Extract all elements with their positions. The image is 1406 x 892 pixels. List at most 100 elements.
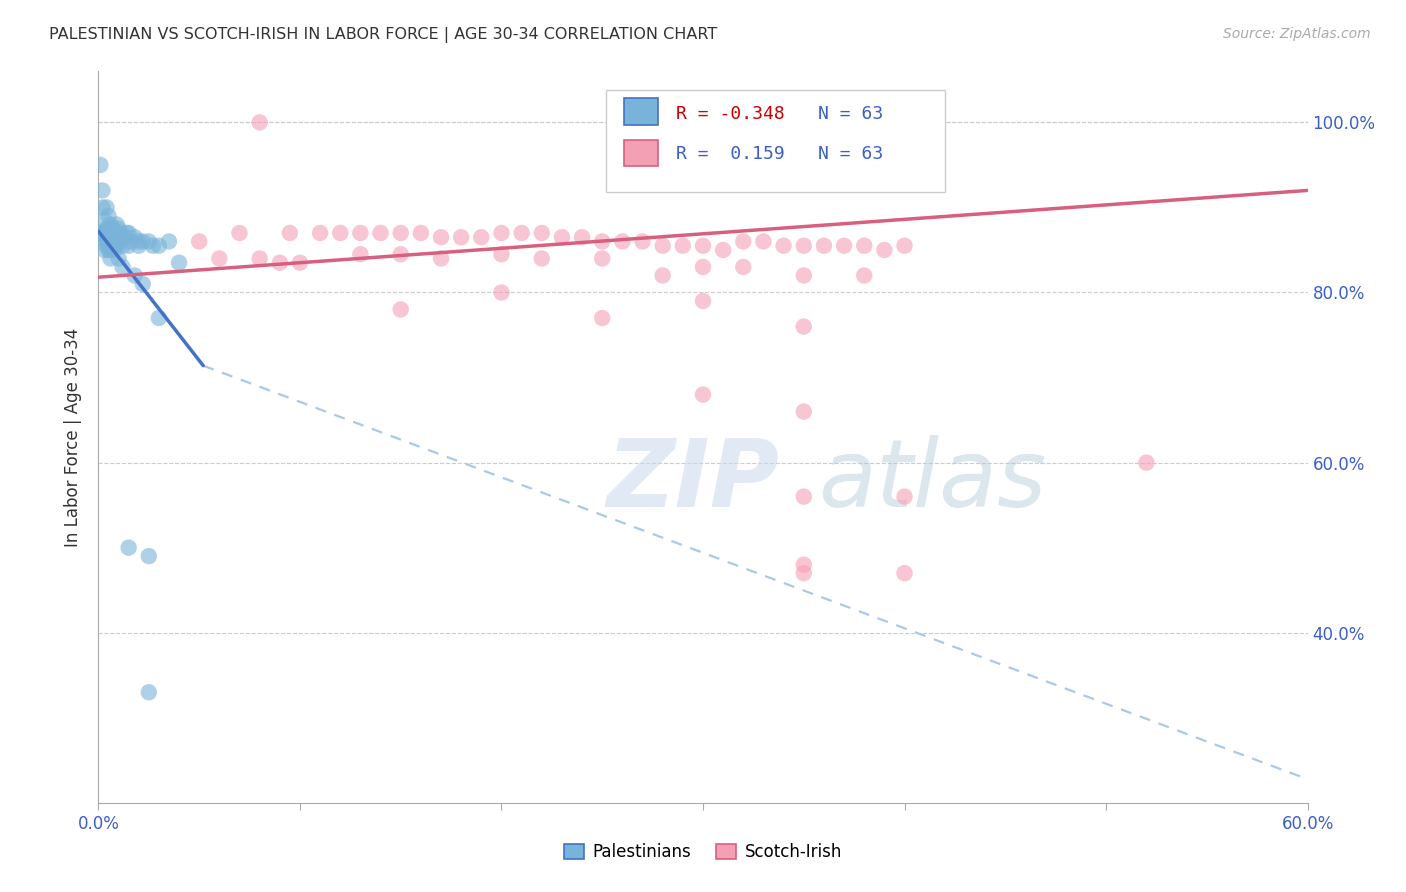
- Point: [128, 235, 150, 249]
- Point: [612, 235, 634, 249]
- Point: [101, 238, 124, 252]
- Point: [103, 235, 125, 249]
- Point: [853, 268, 876, 283]
- Point: [101, 230, 124, 244]
- Point: [93, 226, 115, 240]
- Point: [96, 221, 118, 235]
- Point: [430, 252, 453, 266]
- Point: [132, 277, 155, 291]
- Point: [430, 230, 453, 244]
- Point: [278, 226, 301, 240]
- Text: R =  0.159: R = 0.159: [676, 145, 785, 163]
- Point: [107, 221, 129, 235]
- Point: [793, 238, 815, 252]
- Point: [105, 226, 128, 240]
- Point: [103, 226, 125, 240]
- Point: [87, 226, 110, 240]
- Text: atlas: atlas: [818, 435, 1046, 526]
- Point: [100, 226, 122, 240]
- Point: [105, 238, 128, 252]
- Point: [793, 490, 815, 504]
- Point: [97, 209, 120, 223]
- Point: [93, 230, 115, 244]
- Point: [692, 238, 714, 252]
- Point: [1135, 456, 1157, 470]
- Point: [571, 230, 593, 244]
- Point: [349, 226, 371, 240]
- Bar: [624, 140, 658, 167]
- Point: [97, 243, 120, 257]
- Point: [91, 201, 114, 215]
- Point: [591, 311, 613, 326]
- Point: [491, 226, 513, 240]
- Point: [491, 285, 513, 300]
- Point: [103, 243, 125, 257]
- Point: [107, 252, 129, 266]
- Point: [118, 226, 141, 240]
- Point: [89, 226, 111, 240]
- Point: [97, 221, 120, 235]
- Point: [110, 235, 132, 249]
- Point: [853, 238, 876, 252]
- Point: [733, 260, 755, 274]
- Point: [167, 256, 190, 270]
- Point: [793, 319, 815, 334]
- Point: [132, 235, 155, 249]
- Point: [100, 218, 122, 232]
- Point: [591, 235, 613, 249]
- Point: [692, 293, 714, 308]
- Point: [793, 566, 815, 581]
- Point: [470, 230, 492, 244]
- Point: [288, 256, 311, 270]
- Point: [752, 235, 775, 249]
- Point: [269, 256, 291, 270]
- Point: [148, 238, 170, 252]
- Point: [188, 235, 211, 249]
- Point: [711, 243, 734, 257]
- Y-axis label: In Labor Force | Age 30-34: In Labor Force | Age 30-34: [65, 327, 83, 547]
- Point: [832, 166, 855, 180]
- Point: [389, 302, 412, 317]
- Point: [124, 268, 146, 283]
- Point: [91, 183, 114, 197]
- Point: [551, 230, 574, 244]
- Point: [491, 247, 513, 261]
- Text: N = 63: N = 63: [818, 104, 883, 123]
- Point: [672, 238, 695, 252]
- Point: [111, 238, 134, 252]
- Text: ZIP: ZIP: [606, 435, 779, 527]
- Point: [114, 230, 136, 244]
- Point: [118, 541, 141, 555]
- Point: [138, 549, 160, 563]
- Point: [329, 226, 352, 240]
- Point: [370, 226, 392, 240]
- Point: [138, 685, 160, 699]
- Point: [115, 226, 138, 240]
- Point: [93, 213, 115, 227]
- Point: [100, 235, 122, 249]
- Point: [97, 235, 120, 249]
- Point: [105, 218, 128, 232]
- Point: [110, 226, 132, 240]
- Point: [793, 268, 815, 283]
- Text: R = -0.348: R = -0.348: [676, 104, 785, 123]
- Point: [249, 252, 271, 266]
- Point: [111, 260, 134, 274]
- Legend: Palestinians, Scotch-Irish: Palestinians, Scotch-Irish: [557, 837, 849, 868]
- Point: [128, 238, 150, 252]
- Point: [692, 260, 714, 274]
- Point: [101, 221, 124, 235]
- Point: [138, 235, 160, 249]
- Point: [228, 226, 250, 240]
- Text: N = 63: N = 63: [818, 145, 883, 163]
- Point: [93, 243, 115, 257]
- Point: [409, 226, 432, 240]
- Point: [124, 230, 146, 244]
- Point: [107, 230, 129, 244]
- Point: [692, 387, 714, 401]
- Point: [530, 252, 553, 266]
- Bar: [624, 98, 658, 125]
- Point: [733, 235, 755, 249]
- Point: [100, 252, 122, 266]
- Point: [651, 238, 673, 252]
